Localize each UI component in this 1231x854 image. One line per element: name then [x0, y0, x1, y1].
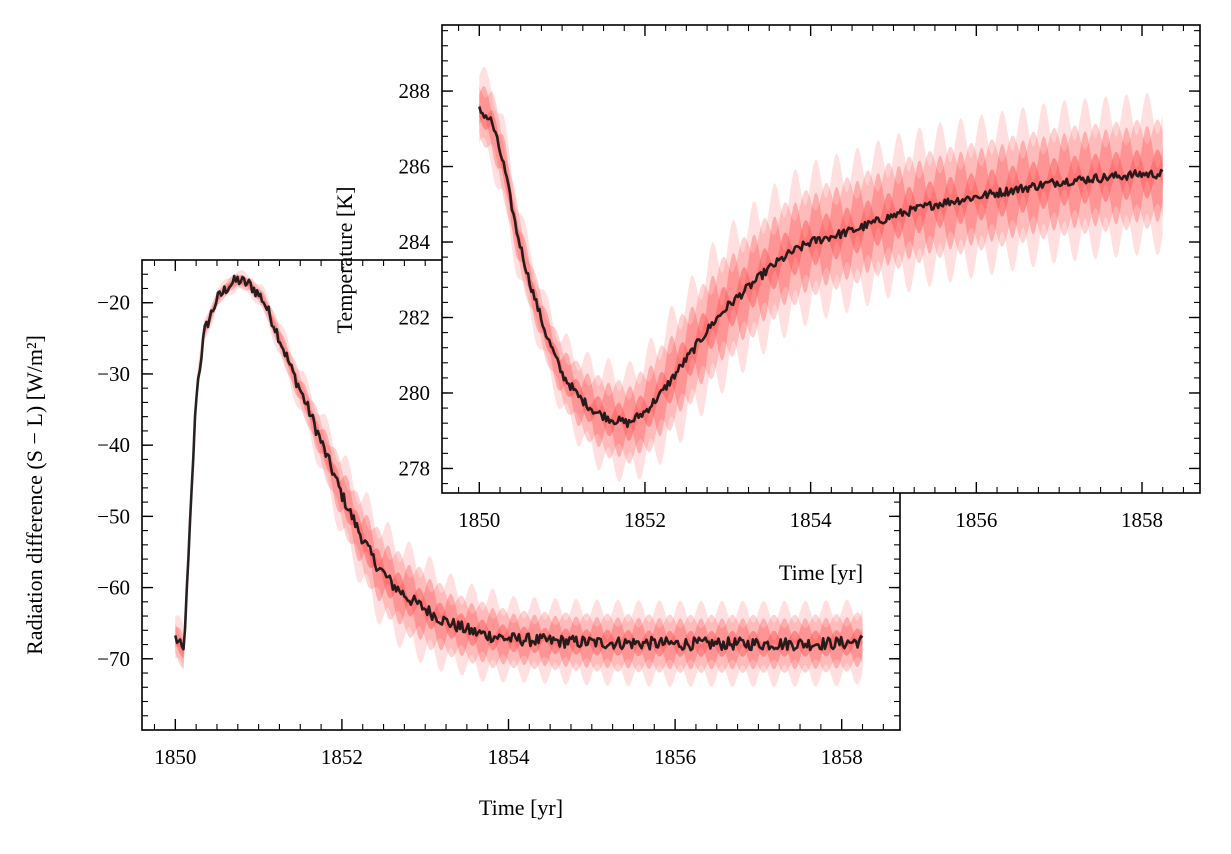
- temperature-y-tick-label: 280: [399, 381, 431, 405]
- radiation-mean-line: [174, 274, 864, 652]
- temperature-x-tick-label: 1856: [955, 508, 997, 532]
- radiation-x-tick-label: 1852: [321, 745, 363, 769]
- radiation-data: [174, 270, 864, 688]
- temperature-y-tick-label: 286: [399, 155, 431, 179]
- radiation-y-tick-label: −50: [97, 504, 130, 528]
- temperature-y-tick-label: 288: [399, 79, 431, 103]
- temperature-mean-line: [478, 106, 1164, 429]
- radiation-spread-band: [175, 270, 863, 688]
- radiation-spread-band: [175, 274, 863, 673]
- temperature-spread-band: [479, 103, 1163, 442]
- temperature-spread-band: [479, 86, 1163, 464]
- temperature-y-tick-label: 278: [399, 456, 431, 480]
- radiation-y-axis-title: Radiation difference (S − L) [W/m²]: [22, 335, 47, 655]
- temperature-y-tick-label: 282: [399, 306, 431, 330]
- temperature-y-axis-title: Temperature [K]: [332, 187, 357, 334]
- temperature-data: [478, 66, 1164, 483]
- temperature-plot-frame: [441, 24, 1201, 494]
- temperature-x-tick-label: 1854: [790, 508, 833, 532]
- radiation-y-tick-label: −60: [97, 576, 130, 600]
- radiation-x-tick-label: 1854: [488, 745, 531, 769]
- temperature-x-tick-label: 1852: [624, 508, 666, 532]
- radiation-x-tick-label: 1856: [654, 745, 696, 769]
- temperature-plot-background: [442, 25, 1200, 493]
- temperature-panel: 1850 1852 1854 1856 1858 288 286 284 282 280 278 T…: [332, 24, 1201, 585]
- radiation-x-tick-label: 1850: [154, 745, 196, 769]
- temperature-ticks: 1850 1852 1854 1856 1858 288 286 284 282 280 278: [399, 25, 1200, 532]
- temperature-x-tick-label: 1850: [458, 508, 500, 532]
- radiation-y-tick-label: −40: [97, 433, 130, 457]
- radiation-y-tick-label: −30: [97, 362, 130, 386]
- radiation-y-tick-label: −20: [97, 291, 130, 315]
- radiation-y-tick-label: −70: [97, 647, 130, 671]
- temperature-spread-band: [479, 66, 1163, 483]
- temperature-x-axis-title: Time [yr]: [779, 560, 863, 585]
- temperature-y-tick-label: 284: [399, 230, 431, 254]
- temperature-x-tick-label: 1858: [1121, 508, 1163, 532]
- radiation-ticks: 1850 1852 1854 1856 1858 −20 −30 −40 −50 −60 −70: [97, 259, 900, 769]
- radiation-x-axis-title: Time [yr]: [479, 795, 563, 820]
- radiation-x-tick-label: 1858: [821, 745, 863, 769]
